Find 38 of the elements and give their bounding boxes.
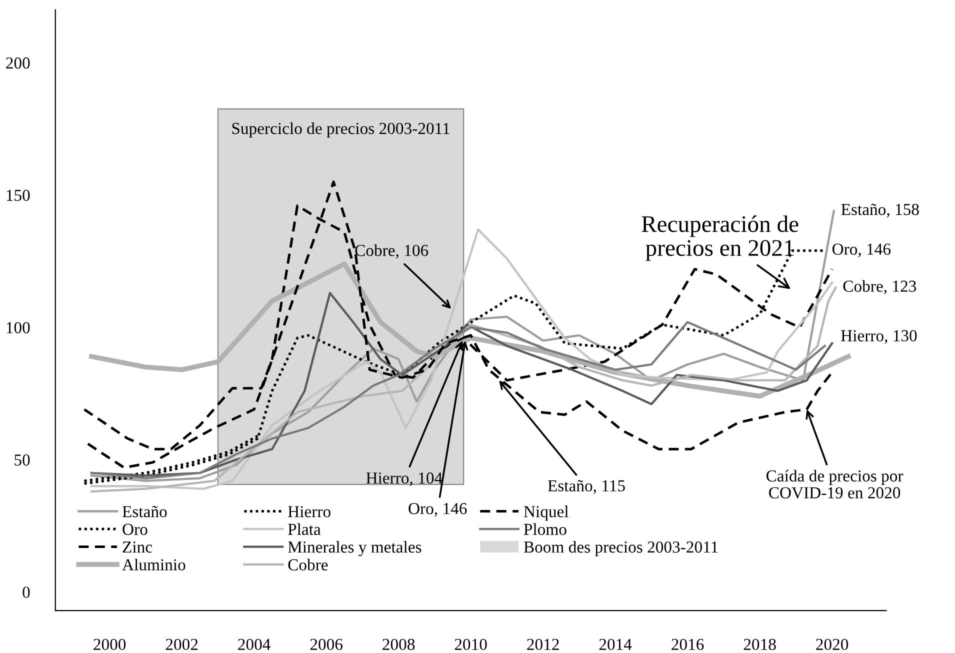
legend-label: Cobre	[288, 558, 328, 570]
annotation: Estaño, 115	[548, 480, 625, 494]
annotation: Hierro, 130	[841, 330, 917, 344]
x-tick-label: 2014	[599, 638, 632, 650]
x-tick-label: 2018	[744, 638, 776, 650]
y-tick-label: 200	[6, 57, 30, 69]
annotation: Hierro, 104	[366, 472, 442, 486]
annotation: Caída de precios por COVID-19 en 2020	[766, 470, 904, 499]
y-tick-label: 0	[22, 586, 30, 598]
x-tick-label: 2000	[94, 638, 126, 650]
legend-label: Zinc	[122, 542, 152, 553]
y-tick-label: 50	[14, 454, 30, 466]
annotation: Superciclo de precios 2003-2011	[232, 122, 450, 138]
legend-label: Plomo	[524, 523, 566, 535]
legend-label: Niquel	[524, 506, 568, 521]
legend-label: Plata	[288, 523, 321, 535]
x-tick-label: 2010	[454, 638, 487, 650]
legend-label: Minerales y metales	[288, 540, 422, 556]
x-tick-label: 2008	[382, 638, 415, 650]
y-tick-label: 150	[6, 190, 30, 201]
annotation: Oro, 146	[408, 503, 467, 517]
x-tick-label: 2006	[310, 638, 342, 650]
annotation: Cobre, 123	[843, 280, 916, 294]
x-tick-label: 2002	[166, 638, 198, 650]
legend-label: Boom des precios 2003-2011	[524, 540, 718, 556]
x-tick-label: 2016	[672, 638, 704, 650]
y-tick-label: 100	[6, 322, 30, 334]
annotation: Oro, 146	[832, 244, 891, 258]
x-tick-label: 2004	[238, 638, 270, 650]
annotation: Cobre, 106	[355, 244, 428, 258]
legend-label: Aluminio	[122, 558, 186, 570]
x-tick-label: 2012	[527, 638, 559, 650]
legend-label: Estaño	[122, 506, 167, 518]
legend-label: Hierro	[288, 506, 330, 518]
legend-label: Oro	[122, 524, 148, 535]
annotation: Recuperación de precios en 2021	[642, 215, 798, 261]
x-tick-label: 2020	[816, 638, 848, 650]
annotation: Estaño, 158	[841, 204, 919, 218]
